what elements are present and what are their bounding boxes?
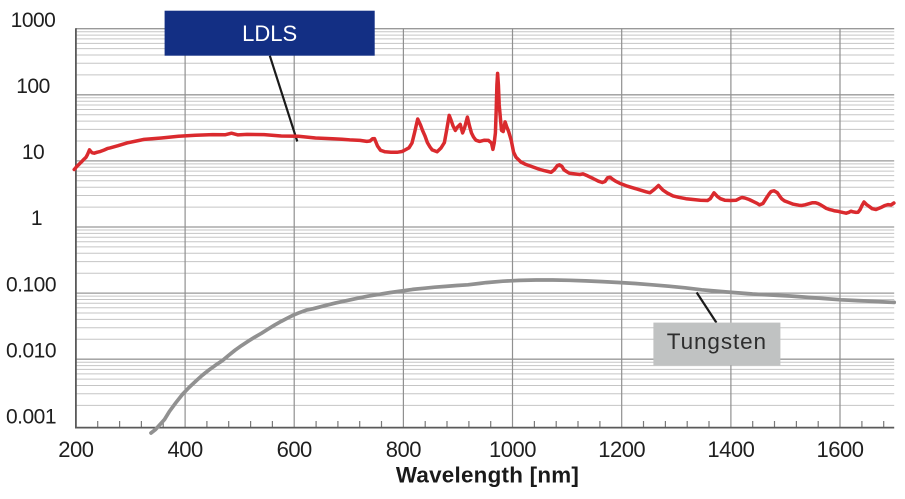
svg-text:Tungsten: Tungsten bbox=[667, 329, 767, 354]
svg-text:400: 400 bbox=[167, 437, 202, 462]
svg-text:0.100: 0.100 bbox=[6, 273, 56, 296]
svg-text:1200: 1200 bbox=[598, 437, 645, 462]
svg-text:1000: 1000 bbox=[489, 437, 536, 462]
svg-text:10: 10 bbox=[22, 141, 44, 164]
svg-text:200: 200 bbox=[58, 437, 93, 462]
svg-text:800: 800 bbox=[386, 437, 421, 462]
svg-text:1: 1 bbox=[31, 207, 42, 230]
svg-text:0.010: 0.010 bbox=[6, 339, 56, 362]
svg-text:100: 100 bbox=[16, 75, 50, 98]
svg-text:1400: 1400 bbox=[707, 437, 754, 462]
svg-text:0.001: 0.001 bbox=[6, 406, 56, 429]
svg-text:1000: 1000 bbox=[11, 9, 56, 32]
svg-text:1600: 1600 bbox=[817, 437, 864, 462]
svg-text:LDLS: LDLS bbox=[242, 21, 297, 46]
svg-text:600: 600 bbox=[277, 437, 312, 462]
svg-text:Wavelength [nm]: Wavelength [nm] bbox=[396, 462, 579, 487]
